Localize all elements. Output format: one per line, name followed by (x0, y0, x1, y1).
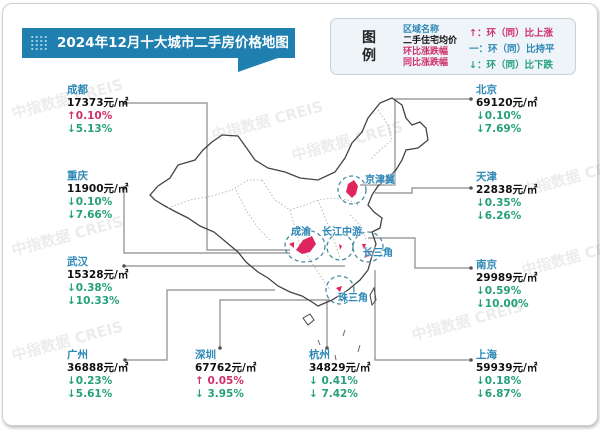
city-name: 重庆 (67, 170, 88, 182)
legend-box: 图例 区域名称 二手住宅均价 环比涨跌幅 同比涨跌幅 ↑：环（同）比上涨 一：环… (330, 18, 576, 75)
city-tianjin: 天津 22838元/㎡ ↓0.35% ↓6.26% (476, 171, 537, 223)
region-label-jingjinji: 京津冀 (365, 175, 395, 186)
city-chongqing: 重庆 11900元/㎡ ↓0.10% ↓7.66% (67, 170, 128, 222)
city-yoy: ↓10.33% (67, 295, 120, 307)
city-hangzhou: 杭州 34829元/㎡ ↓ 0.41% ↓ 7.42% (309, 349, 370, 401)
city-name: 北京 (476, 84, 497, 96)
city-name: 杭州 (309, 349, 330, 361)
city-mom: ↓0.35% (476, 197, 522, 209)
region-label-changjiang-zhongyou: 长江中游 (322, 227, 362, 238)
legend-title: 图例 (362, 30, 376, 64)
city-mom: ↓0.10% (476, 110, 522, 122)
legend-rule-up: ↑：环（同）比上涨 (469, 28, 553, 39)
city-mom: ↓0.10% (67, 196, 113, 208)
city-yoy: ↓5.61% (67, 388, 113, 400)
page-title: 2024年12月十大城市二手房价格地图 (57, 35, 289, 51)
city-beijing: 北京 69120元/㎡ ↓0.10% ↓7.69% (476, 84, 537, 136)
region-circles (284, 175, 384, 305)
city-price: 11900元/㎡ (67, 183, 129, 195)
city-name: 深圳 (195, 349, 216, 361)
city-mom: ↓0.23% (67, 375, 113, 387)
region-label-changsanjiao: 长三角 (363, 248, 393, 259)
city-name: 天津 (476, 171, 497, 183)
dot-grid-icon (30, 35, 48, 51)
city-name: 成都 (67, 84, 88, 96)
city-yoy: ↓6.87% (476, 388, 522, 400)
legend-key-region: 区域名称 (403, 25, 440, 35)
city-wuhan: 武汉 15328元/㎡ ↓0.38% ↓10.33% (67, 256, 128, 308)
city-mom: ↑0.10% (67, 110, 113, 122)
city-name: 武汉 (67, 256, 88, 268)
legend-key-yoy: 同比涨跌幅 (403, 58, 449, 68)
city-name: 南京 (476, 259, 497, 271)
city-yoy: ↓ 7.42% (309, 388, 358, 400)
city-mom: ↓0.38% (67, 282, 113, 294)
city-guangzhou: 广州 36888元/㎡ ↓0.23% ↓5.61% (67, 349, 128, 401)
region-fills (289, 180, 372, 292)
city-name: 上海 (476, 349, 497, 361)
city-price: 67762元/㎡ (195, 362, 257, 374)
city-price: 17373元/㎡ (67, 97, 129, 109)
legend-key-mom: 环比涨跌幅 (403, 47, 449, 57)
region-label-zhusanjiao: 珠三角 (338, 293, 368, 304)
city-yoy: ↓6.26% (476, 210, 522, 222)
city-mom: ↓ 0.41% (309, 375, 358, 387)
city-yoy: ↓7.66% (67, 209, 113, 221)
city-price: 15328元/㎡ (67, 269, 129, 281)
city-yoy: ↓ 3.95% (195, 388, 244, 400)
city-price: 69120元/㎡ (476, 97, 538, 109)
city-chengdu: 成都 17373元/㎡ ↑0.10% ↓5.13% (67, 84, 128, 136)
city-price: 29989元/㎡ (476, 272, 538, 284)
city-yoy: ↓7.69% (476, 123, 522, 135)
city-mom: ↓0.18% (476, 375, 522, 387)
city-nanjing: 南京 29989元/㎡ ↓0.59% ↓10.00% (476, 259, 537, 311)
city-price: 36888元/㎡ (67, 362, 129, 374)
city-shenzhen: 深圳 67762元/㎡ ↑ 0.05% ↓ 3.95% (195, 349, 256, 401)
title-banner: 2024年12月十大城市二手房价格地图 (22, 28, 295, 58)
province-borders (167, 109, 393, 291)
legend-rule-flat: 一：环（同）比持平 (469, 44, 555, 55)
city-price: 22838元/㎡ (476, 184, 538, 196)
china-outline (149, 97, 429, 307)
city-mom: ↑ 0.05% (195, 375, 244, 387)
city-shanghai: 上海 59939元/㎡ ↓0.18% ↓6.87% (476, 349, 537, 401)
legend-key-price: 二手住宅均价 (403, 36, 458, 46)
legend-rule-down: ↓：环（同）比下跌 (469, 60, 553, 71)
city-yoy: ↓5.13% (67, 123, 113, 135)
region-label-chengyu: 成渝 (291, 227, 311, 238)
city-name: 广州 (67, 349, 88, 361)
leader-lines (123, 98, 471, 361)
city-price: 34829元/㎡ (309, 362, 371, 374)
city-price: 59939元/㎡ (476, 362, 538, 374)
city-mom: ↓0.59% (476, 285, 522, 297)
city-yoy: ↓10.00% (476, 298, 529, 310)
